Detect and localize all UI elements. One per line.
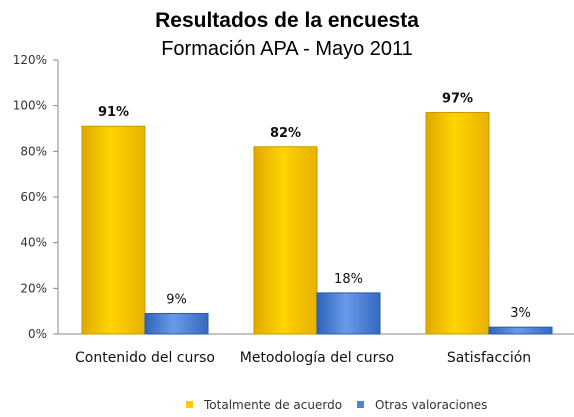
- data-label: 3%: [510, 306, 531, 321]
- category-labels: Contenido del curso Metodología del curso…: [75, 350, 531, 366]
- y-tick-label: 100%: [13, 99, 47, 113]
- data-labels: 91% 9% 82% 18% 97% 3%: [98, 92, 531, 322]
- data-label: 91%: [98, 105, 129, 120]
- legend-swatch-otras: [357, 401, 364, 408]
- y-tick-label: 40%: [20, 236, 47, 250]
- data-label: 18%: [334, 272, 363, 287]
- y-tick-label: 120%: [13, 53, 47, 67]
- data-label: 82%: [270, 126, 301, 141]
- y-tick-label: 60%: [20, 190, 47, 204]
- y-tick-label: 80%: [20, 144, 47, 158]
- y-tick-label: 20%: [20, 281, 47, 295]
- chart-subtitle: Formación APA - Mayo 2011: [161, 38, 413, 60]
- category-label: Contenido del curso: [75, 350, 215, 366]
- bar-otras-2: [488, 326, 553, 335]
- category-label: Satisfacción: [447, 350, 531, 366]
- data-label: 9%: [166, 292, 187, 307]
- legend-label-otras: Otras valoraciones: [375, 398, 487, 412]
- bars: [81, 112, 553, 335]
- y-tick-label: 0%: [28, 327, 47, 341]
- bar-otras-0: [144, 312, 209, 335]
- legend-label-totalmente: Totalmente de acuerdo: [203, 398, 342, 412]
- legend: Totalmente de acuerdo Otras valoraciones: [186, 398, 487, 412]
- chart-title: Resultados de la encuesta: [155, 9, 419, 32]
- bar-totalmente-0: [81, 125, 146, 335]
- legend-swatch-totalmente: [186, 401, 193, 408]
- bar-totalmente-2: [425, 112, 490, 335]
- bar-totalmente-1: [253, 146, 318, 335]
- bar-otras-1: [316, 292, 381, 335]
- category-label: Metodología del curso: [240, 350, 395, 366]
- data-label: 97%: [442, 92, 473, 107]
